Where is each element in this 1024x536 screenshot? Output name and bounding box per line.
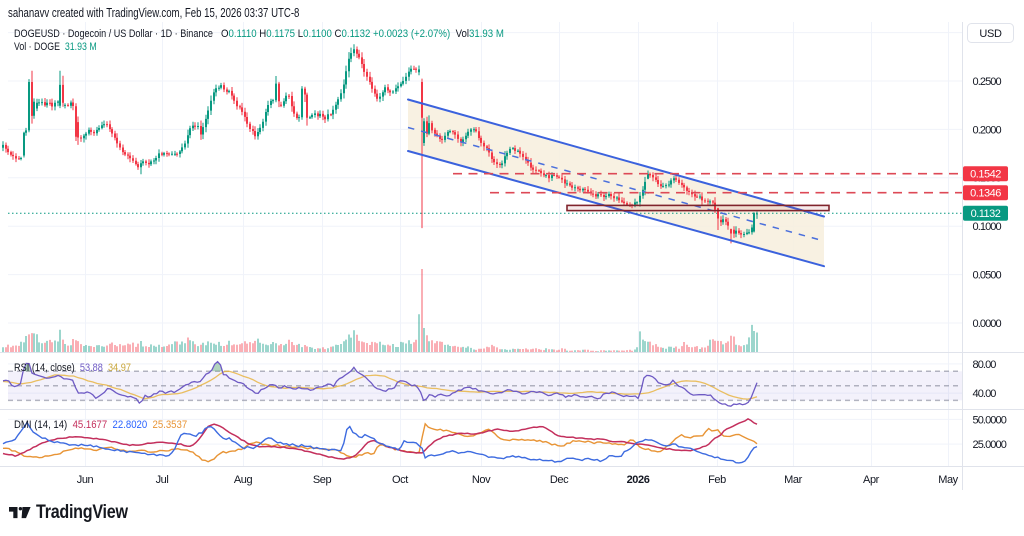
svg-text:0.2500: 0.2500	[973, 76, 1002, 88]
svg-text:Sep: Sep	[313, 474, 332, 486]
svg-text:Oct: Oct	[392, 474, 408, 486]
svg-text:25.0000: 25.0000	[973, 439, 1007, 451]
svg-text:0.1000: 0.1000	[973, 221, 1002, 233]
svg-text:Nov: Nov	[472, 474, 491, 486]
svg-text:0.0500: 0.0500	[973, 270, 1002, 282]
svg-text:50.0000: 50.0000	[973, 414, 1007, 426]
svg-text:40.00: 40.00	[973, 388, 997, 400]
svg-text:0.0000: 0.0000	[973, 318, 1002, 330]
svg-text:Jul: Jul	[156, 474, 169, 486]
svg-text:0.1132: 0.1132	[971, 208, 1001, 220]
svg-text:0.1346: 0.1346	[970, 188, 1001, 200]
svg-text:0.1542: 0.1542	[970, 169, 1001, 181]
svg-text:Dec: Dec	[550, 474, 569, 486]
svg-text:80.00: 80.00	[973, 359, 997, 371]
svg-text:Aug: Aug	[234, 474, 253, 486]
svg-text:0.2000: 0.2000	[973, 124, 1002, 136]
svg-text:May: May	[938, 474, 958, 486]
svg-text:Mar: Mar	[784, 474, 802, 486]
svg-text:Feb: Feb	[708, 474, 726, 486]
svg-text:Jun: Jun	[77, 474, 94, 486]
svg-text:2026: 2026	[627, 474, 650, 486]
svg-text:USD: USD	[979, 28, 1002, 40]
svg-text:Apr: Apr	[863, 474, 880, 486]
